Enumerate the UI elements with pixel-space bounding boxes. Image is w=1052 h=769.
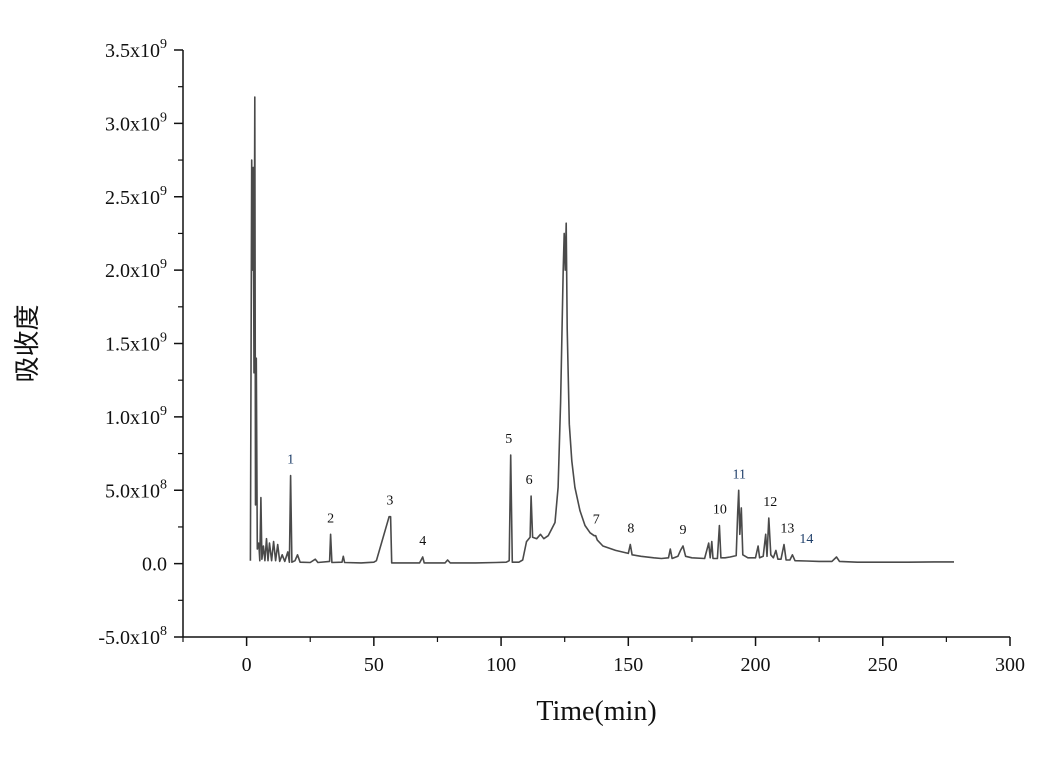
axes <box>182 50 1010 638</box>
y-tick-label: 0.0 <box>142 554 167 576</box>
peak-label: 11 <box>733 467 746 482</box>
x-tick-label: 0 <box>242 654 252 676</box>
peak-label: 13 <box>780 522 794 537</box>
x-tick-label: 50 <box>364 654 384 676</box>
series <box>249 96 954 564</box>
peak-label: 6 <box>526 473 533 488</box>
peak-label: 3 <box>386 494 393 509</box>
peak-label: 14 <box>799 532 813 547</box>
x-tick-label: 250 <box>868 654 898 676</box>
peak-label: 4 <box>419 534 426 549</box>
x-tick-label: 100 <box>486 654 516 676</box>
ticks: 0 50 100 150 200 250 300 -5.0x108 0.0 5.0x108 1.0x… <box>98 37 1025 676</box>
y-tick-label: 2.0x109 <box>105 257 167 282</box>
peak-label: 8 <box>627 522 634 537</box>
y-tick-label: 2.5x109 <box>105 184 167 209</box>
peak-label: 2 <box>327 511 334 526</box>
x-tick-label: 150 <box>613 654 643 676</box>
peak-label: 10 <box>713 502 727 517</box>
peak-label: 1 <box>287 453 294 468</box>
peak-label: 5 <box>505 432 512 447</box>
chromatogram-trace <box>249 96 954 564</box>
y-tick-label: 1.5x109 <box>105 331 167 356</box>
peak-label: 9 <box>680 523 687 538</box>
y-tick-label: 3.0x109 <box>105 110 167 135</box>
peak-label: 12 <box>763 495 777 510</box>
x-axis-title: Time(min) <box>536 696 656 727</box>
y-tick-label: -5.0x108 <box>98 624 167 649</box>
y-tick-label: 3.5x109 <box>105 37 167 62</box>
x-tick-label: 300 <box>995 654 1025 676</box>
y-axis-title: 吸收度 <box>13 304 43 382</box>
peak-label: 7 <box>593 513 600 528</box>
y-tick-label: 5.0x108 <box>105 477 167 502</box>
x-tick-label: 200 <box>741 654 771 676</box>
y-tick-label: 1.0x109 <box>105 404 167 429</box>
